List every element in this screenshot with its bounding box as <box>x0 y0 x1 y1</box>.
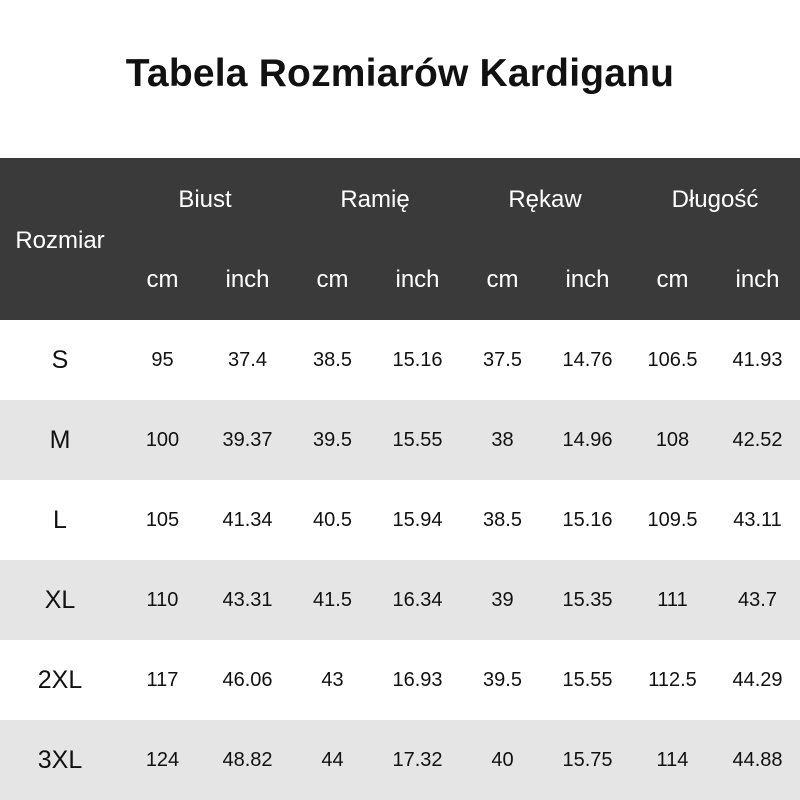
value-cell: 40 <box>491 748 514 771</box>
header-unit: cm <box>316 266 349 293</box>
value-cell: 114 <box>656 748 689 771</box>
value-cell: 15.94 <box>392 508 443 531</box>
value-cell: 44 <box>321 748 344 771</box>
header-size: Rozmiar <box>15 227 105 254</box>
value-cell: 106.5 <box>647 348 698 371</box>
value-cell: 112.5 <box>648 668 697 691</box>
value-cell: 109.5 <box>647 508 698 531</box>
value-cell: 41.93 <box>732 348 783 371</box>
header-group-length: Długość <box>671 186 759 213</box>
header-unit: cm <box>146 266 179 293</box>
size-cell: S <box>51 345 69 374</box>
value-cell: 37.5 <box>483 348 522 371</box>
value-cell: 110 <box>146 588 179 611</box>
size-cell: L <box>53 505 67 534</box>
header-unit: inch <box>735 266 780 293</box>
value-cell: 41.5 <box>313 588 352 611</box>
value-cell: 17.32 <box>392 748 443 771</box>
value-cell: 124 <box>145 748 180 771</box>
header-group-sleeve: Rękaw <box>508 186 582 213</box>
value-cell: 46.06 <box>222 668 273 691</box>
value-cell: 15.75 <box>562 748 613 771</box>
value-cell: 43.31 <box>222 588 273 611</box>
value-cell: 15.16 <box>562 508 613 531</box>
value-cell: 117 <box>146 668 179 691</box>
value-cell: 39.5 <box>483 668 522 691</box>
size-cell: 2XL <box>37 665 83 694</box>
value-cell: 100 <box>145 428 180 451</box>
table-row: XL 110 43.31 41.5 16.34 39 15.35 111 43.7 <box>0 560 800 640</box>
header-unit: inch <box>225 266 270 293</box>
value-cell: 43 <box>321 668 344 691</box>
value-cell: 40.5 <box>313 508 352 531</box>
table-row: L 105 41.34 40.5 15.94 38.5 15.16 109.5 43.11 <box>0 480 800 560</box>
value-cell: 39.5 <box>313 428 352 451</box>
page-title: Tabela Rozmiarów Kardiganu <box>125 52 675 95</box>
value-cell: 15.16 <box>392 348 443 371</box>
header-group-shoulder: Ramię <box>340 186 410 213</box>
value-cell: 105 <box>145 508 180 531</box>
value-cell: 16.93 <box>392 668 443 691</box>
table-header: Rozmiar Biust Ramię Rękaw Długość cm inch… <box>0 158 800 320</box>
table-row: 2XL 117 46.06 43 16.93 39.5 15.55 112.5 44.29 <box>0 640 800 720</box>
header-unit: cm <box>486 266 519 293</box>
value-cell: 39.37 <box>222 428 273 451</box>
value-cell: 14.96 <box>562 428 613 451</box>
value-cell: 44.29 <box>732 668 783 691</box>
header-unit: inch <box>565 266 610 293</box>
value-cell: 14.76 <box>562 348 613 371</box>
value-cell: 15.55 <box>562 668 613 691</box>
value-cell: 41.34 <box>222 508 273 531</box>
header-unit: cm <box>656 266 689 293</box>
header-unit: inch <box>395 266 440 293</box>
value-cell: 108 <box>655 428 690 451</box>
value-cell: 38 <box>491 428 514 451</box>
table-row: 3XL 124 48.82 44 17.32 40 15.75 114 44.88 <box>0 720 800 800</box>
value-cell: 48.82 <box>222 748 273 771</box>
table-row: M 100 39.37 39.5 15.55 38 14.96 108 42.52 <box>0 400 800 480</box>
value-cell: 16.34 <box>392 588 443 611</box>
table-row: S 95 37.4 38.5 15.16 37.5 14.76 106.5 41.93 <box>0 320 800 400</box>
value-cell: 43.7 <box>738 588 777 611</box>
value-cell: 38.5 <box>313 348 352 371</box>
header-group-bust: Biust <box>178 186 232 213</box>
value-cell: 39 <box>491 588 514 611</box>
value-cell: 15.35 <box>562 588 613 611</box>
table-body: S 95 37.4 38.5 15.16 37.5 14.76 106.5 41.93 M 100 3… <box>0 320 800 800</box>
value-cell: 111 <box>657 588 688 611</box>
size-cell: M <box>49 425 71 454</box>
value-cell: 42.52 <box>732 428 783 451</box>
value-cell: 44.88 <box>732 748 783 771</box>
value-cell: 43.11 <box>733 508 782 531</box>
value-cell: 38.5 <box>483 508 522 531</box>
value-cell: 15.55 <box>392 428 443 451</box>
value-cell: 95 <box>151 348 174 371</box>
size-cell: XL <box>44 585 76 614</box>
size-cell: 3XL <box>37 745 83 774</box>
value-cell: 37.4 <box>228 348 267 371</box>
